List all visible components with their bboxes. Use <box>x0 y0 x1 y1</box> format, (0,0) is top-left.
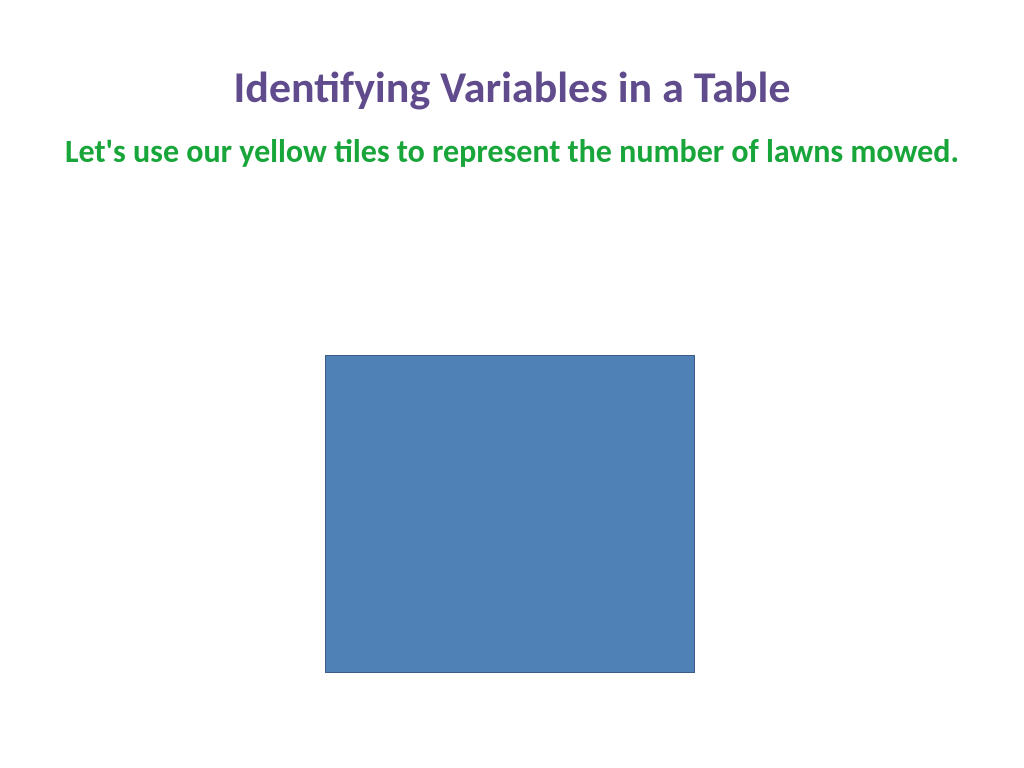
slide-title: Identifying Variables in a Table <box>0 60 1024 114</box>
tile-rectangle <box>325 355 695 673</box>
slide-container: Identifying Variables in a Table Let's u… <box>0 0 1024 768</box>
slide-subtitle: Let's use our yellow tiles to represent … <box>0 132 1024 172</box>
